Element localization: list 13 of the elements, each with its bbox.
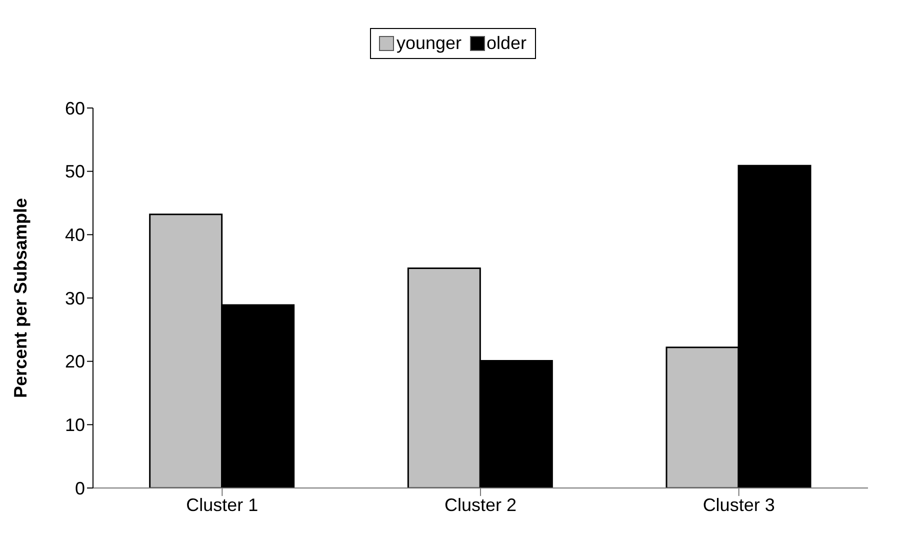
y-tick-label: 50 (64, 162, 85, 182)
legend-label: younger (395, 33, 462, 54)
y-tick-label: 0 (74, 478, 85, 498)
x-tick-label: Cluster 2 (444, 494, 517, 515)
y-tick-label: 30 (64, 288, 85, 308)
y-axis-title: Percent per Subsample (10, 198, 30, 398)
legend-label: older (486, 33, 527, 54)
y-tick-label: 10 (64, 415, 85, 436)
x-tick-label: Cluster 1 (186, 494, 258, 515)
y-tick-label: 60 (64, 98, 85, 118)
y-tick-label: 40 (64, 225, 85, 246)
y-tick-label: 20 (64, 352, 85, 372)
x-tick-label: Cluster 3 (702, 494, 775, 515)
